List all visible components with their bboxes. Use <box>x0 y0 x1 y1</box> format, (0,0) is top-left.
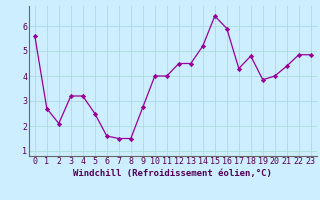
X-axis label: Windchill (Refroidissement éolien,°C): Windchill (Refroidissement éolien,°C) <box>73 169 272 178</box>
